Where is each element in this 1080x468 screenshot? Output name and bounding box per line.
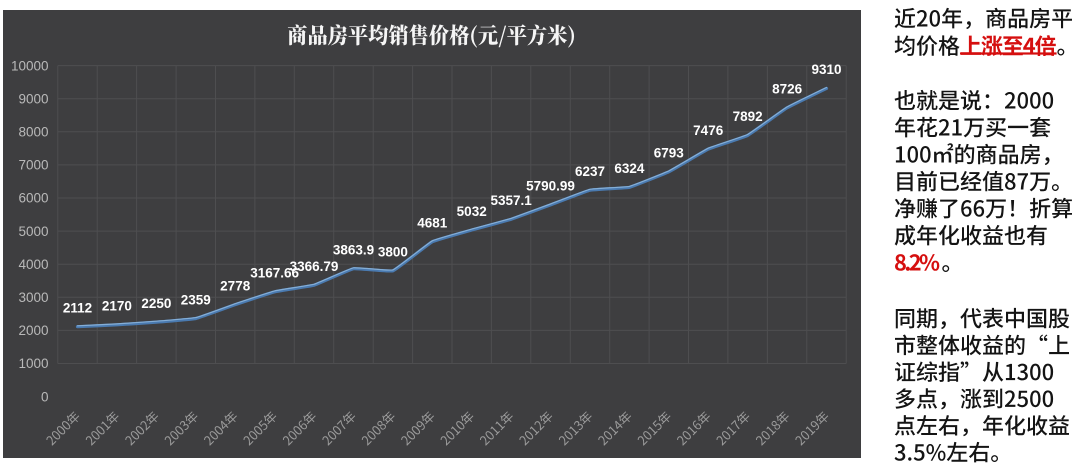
svg-text:6324: 6324 <box>614 161 645 176</box>
svg-text:9000: 9000 <box>18 91 48 106</box>
svg-text:3366.79: 3366.79 <box>290 259 339 274</box>
svg-text:6237: 6237 <box>575 164 605 179</box>
svg-text:3800: 3800 <box>378 245 408 260</box>
svg-text:2170: 2170 <box>102 299 132 314</box>
svg-text:8726: 8726 <box>772 82 803 97</box>
svg-text:8000: 8000 <box>18 125 48 140</box>
svg-text:4000: 4000 <box>18 257 48 272</box>
svg-text:10000: 10000 <box>11 58 49 73</box>
svg-text:6793: 6793 <box>654 146 685 161</box>
svg-text:7476: 7476 <box>693 123 724 138</box>
svg-text:3167.66: 3167.66 <box>250 266 299 281</box>
svg-text:6000: 6000 <box>18 191 48 206</box>
svg-text:2000: 2000 <box>18 323 48 338</box>
svg-text:0: 0 <box>41 389 49 404</box>
svg-text:5032: 5032 <box>457 204 487 219</box>
svg-text:2112: 2112 <box>63 301 92 316</box>
svg-text:5000: 5000 <box>18 224 48 239</box>
svg-text:4681: 4681 <box>417 216 448 231</box>
svg-text:7000: 7000 <box>18 158 48 173</box>
svg-text:2359: 2359 <box>181 292 211 307</box>
svg-text:9310: 9310 <box>811 62 841 77</box>
svg-text:2778: 2778 <box>220 278 251 293</box>
svg-text:3863.9: 3863.9 <box>333 243 374 258</box>
svg-text:5357.1: 5357.1 <box>490 193 532 208</box>
svg-text:1000: 1000 <box>18 356 48 371</box>
svg-text:2250: 2250 <box>141 296 171 311</box>
svg-text:7892: 7892 <box>733 109 763 124</box>
svg-text:5790.99: 5790.99 <box>526 179 575 194</box>
svg-text:3000: 3000 <box>18 290 48 305</box>
